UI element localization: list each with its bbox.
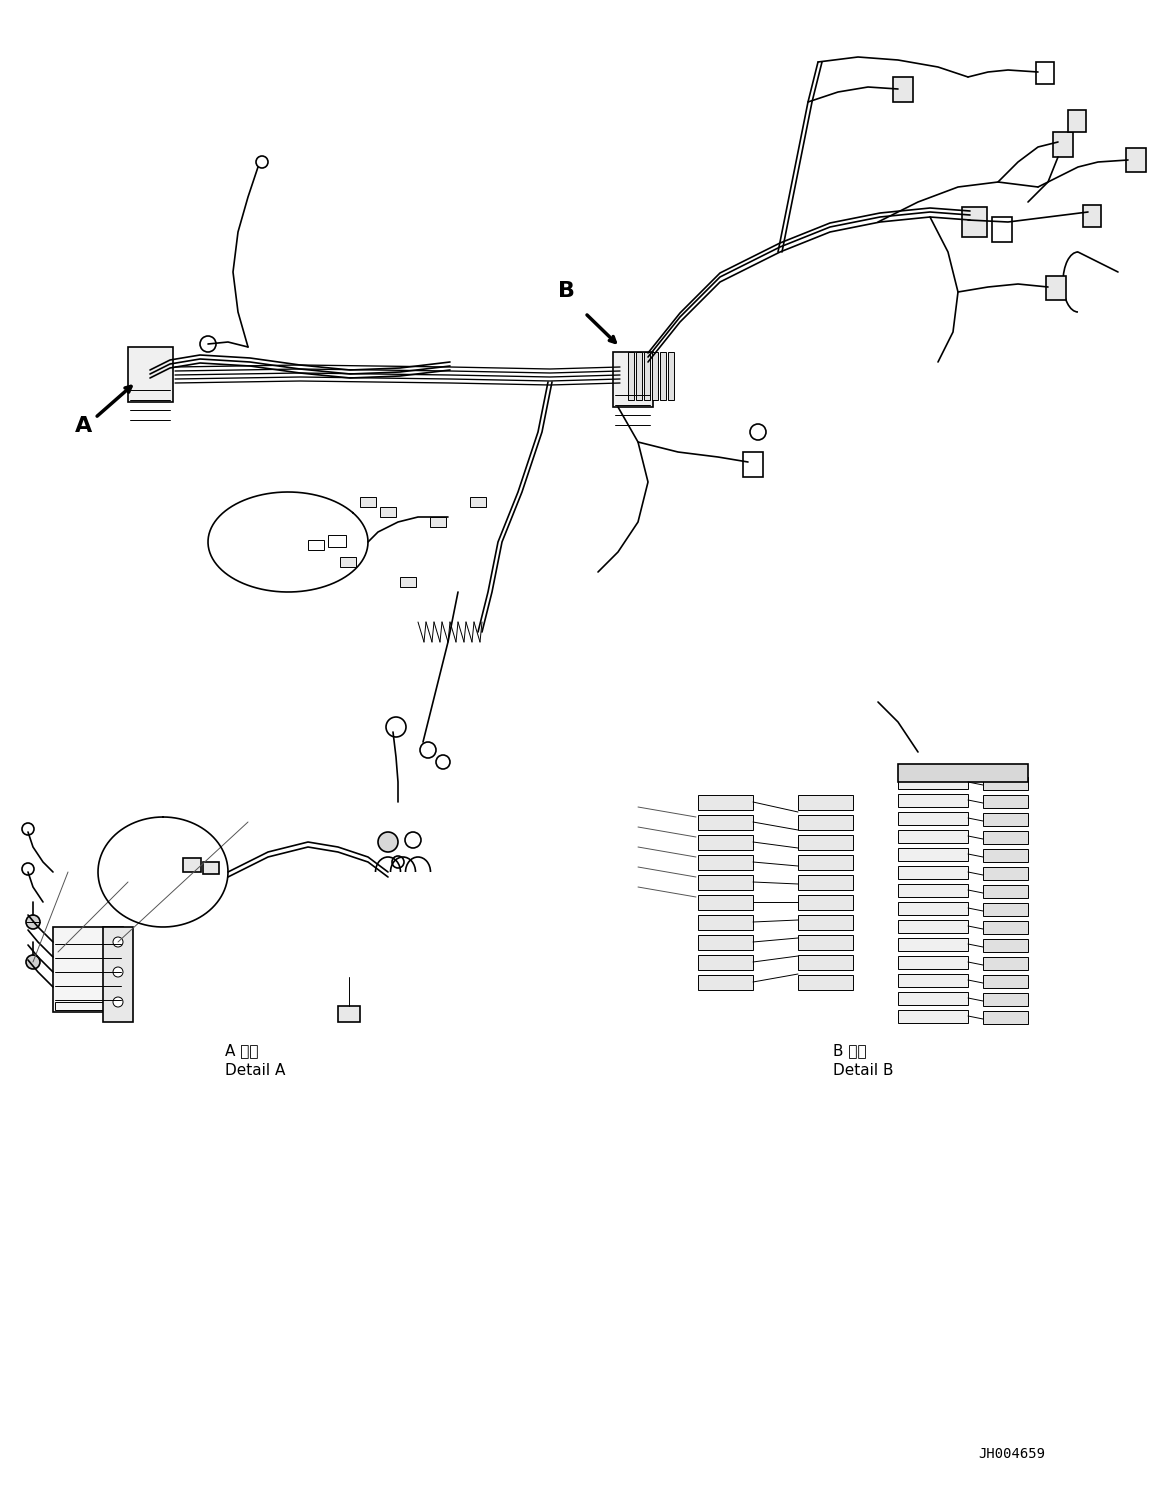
Bar (898, 763, 1028, 783)
Bar (898, 902, 968, 915)
Bar (470, 497, 486, 507)
Bar (898, 975, 968, 987)
Bar (328, 536, 347, 548)
Circle shape (113, 997, 123, 1007)
Bar (338, 1006, 361, 1022)
Bar (340, 557, 356, 567)
Bar (698, 915, 752, 930)
Bar (361, 497, 376, 507)
Bar (983, 812, 1028, 826)
Text: JH004659: JH004659 (978, 1446, 1046, 1461)
Bar (898, 937, 968, 951)
Bar (698, 795, 752, 809)
Circle shape (113, 967, 123, 978)
Bar (1068, 110, 1086, 132)
Bar (698, 835, 752, 850)
Bar (636, 353, 642, 400)
Bar (1036, 62, 1054, 83)
Bar (204, 862, 219, 873)
Bar (962, 207, 987, 237)
Bar (898, 866, 968, 879)
Bar (983, 1010, 1028, 1024)
Bar (798, 894, 852, 911)
Bar (644, 353, 650, 400)
Bar (898, 777, 968, 789)
Bar (983, 885, 1028, 897)
Bar (798, 815, 852, 830)
Bar (898, 884, 968, 897)
Bar (628, 353, 634, 400)
Bar (898, 955, 968, 969)
Bar (613, 353, 652, 408)
Bar (898, 992, 968, 1004)
Bar (308, 540, 324, 551)
Bar (983, 868, 1028, 879)
Text: A: A (74, 417, 92, 436)
Text: B 詳細: B 詳細 (833, 1043, 866, 1058)
Circle shape (113, 937, 123, 946)
Bar (898, 830, 968, 844)
Circle shape (26, 915, 40, 929)
Bar (983, 957, 1028, 970)
Bar (743, 452, 763, 478)
Bar (1126, 147, 1146, 173)
Circle shape (26, 955, 40, 969)
Bar (798, 975, 852, 990)
Text: Detail B: Detail B (833, 1062, 893, 1077)
Bar (53, 927, 123, 1012)
Bar (798, 795, 852, 809)
Bar (1053, 132, 1073, 158)
Text: B: B (558, 281, 575, 301)
Bar (128, 347, 173, 402)
Bar (1083, 205, 1101, 228)
Bar (659, 353, 666, 400)
Bar (400, 577, 416, 586)
Bar (983, 975, 1028, 988)
Bar (983, 939, 1028, 952)
Bar (798, 955, 852, 970)
Bar (898, 795, 968, 806)
Bar (668, 353, 675, 400)
Bar (798, 934, 852, 949)
Bar (698, 894, 752, 911)
Bar (983, 921, 1028, 934)
Bar (55, 1001, 119, 1010)
Bar (104, 927, 133, 1022)
Bar (380, 507, 395, 516)
Bar (798, 835, 852, 850)
Bar (983, 795, 1028, 808)
Bar (1046, 275, 1066, 301)
Text: Detail A: Detail A (224, 1062, 285, 1077)
Bar (992, 217, 1012, 243)
Bar (798, 856, 852, 870)
Bar (652, 353, 658, 400)
Bar (798, 915, 852, 930)
Bar (983, 903, 1028, 917)
Bar (798, 875, 852, 890)
Bar (698, 934, 752, 949)
Circle shape (378, 832, 398, 853)
Bar (898, 920, 968, 933)
Bar (898, 1010, 968, 1024)
Text: A 詳細: A 詳細 (224, 1043, 258, 1058)
Bar (893, 77, 913, 103)
Bar (983, 992, 1028, 1006)
Bar (430, 516, 445, 527)
Bar (983, 850, 1028, 862)
Bar (983, 777, 1028, 790)
Bar (698, 815, 752, 830)
Bar (898, 812, 968, 824)
Bar (898, 848, 968, 862)
Bar (698, 955, 752, 970)
Bar (983, 830, 1028, 844)
Bar (698, 856, 752, 870)
Bar (698, 875, 752, 890)
Bar (183, 859, 201, 872)
Bar (698, 975, 752, 990)
